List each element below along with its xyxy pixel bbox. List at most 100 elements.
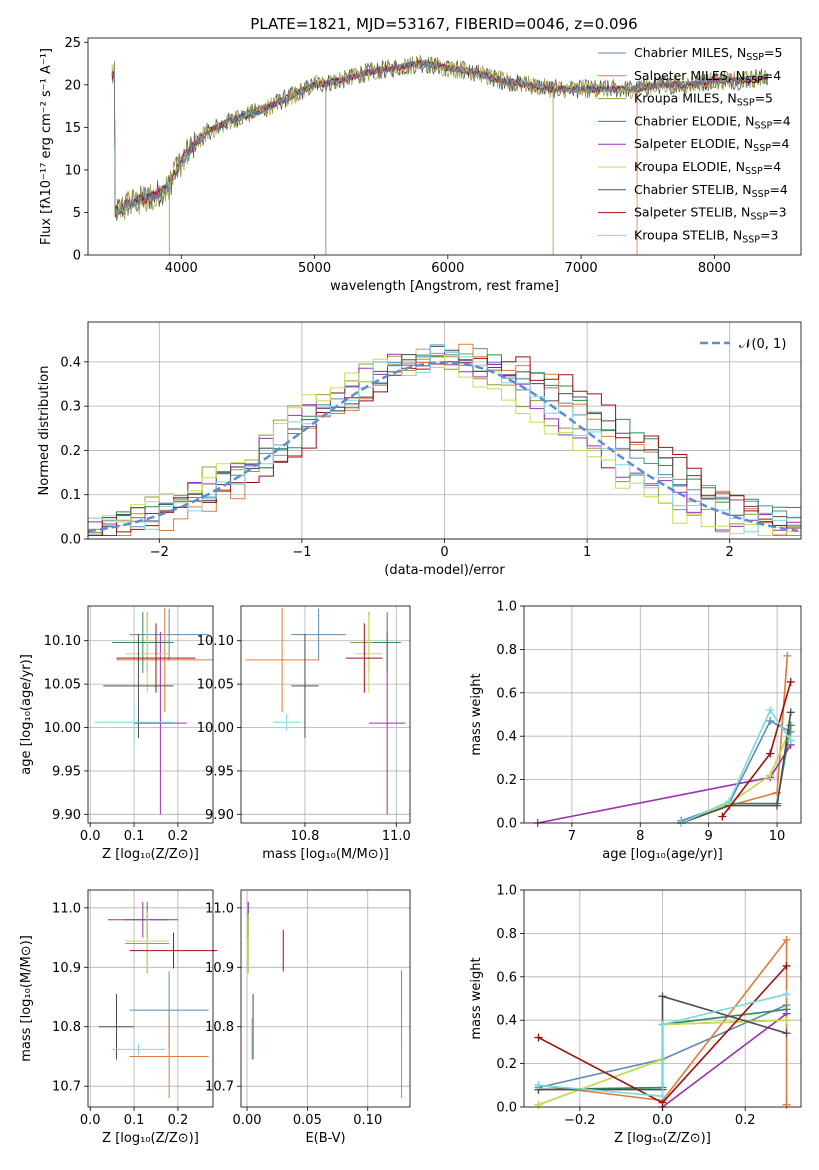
y-tick-label: 9.95 <box>52 764 81 779</box>
x-tick-label: 1 <box>583 545 591 560</box>
x-axis-label: E(B-V) <box>305 1131 345 1146</box>
y-tick-label: 0.2 <box>496 1057 517 1072</box>
weight-marker <box>782 1016 791 1025</box>
weight-marker <box>786 708 795 717</box>
x-tick-label: 0.2 <box>735 1113 756 1128</box>
y-tick-label: 9.90 <box>52 808 81 823</box>
legend-subscript: SSP <box>742 234 760 245</box>
legend-subscript: SSP <box>745 75 763 86</box>
y-tick-label: 0.1 <box>60 488 81 503</box>
plot-area-mass_weight_vs_age <box>533 651 795 827</box>
legend-entry: Chabrier ELODIE, NSSP=4 <box>634 113 791 131</box>
data-point <box>107 901 178 938</box>
data-point <box>98 994 135 1060</box>
y-tick-label: 0.4 <box>496 730 517 745</box>
weight-marker <box>773 801 782 810</box>
y-tick-label: 10.8 <box>205 1020 234 1035</box>
legend-suffix: =4 <box>763 68 781 83</box>
x-tick-label: 7 <box>568 829 576 844</box>
legend-suffix: =5 <box>755 91 773 106</box>
x-tick-label: 7000 <box>565 261 598 276</box>
x-tick-label: 2 <box>726 545 734 560</box>
legend-suffix: =4 <box>771 136 789 151</box>
x-tick-label: 0.0 <box>80 1113 101 1128</box>
x-tick-label: 10.8 <box>290 829 319 844</box>
axes-frame <box>87 605 214 824</box>
x-axis-label: Z [log₁₀(Z/Z⊙)] <box>102 1131 199 1146</box>
panel-mass_weight_vs_Z: −0.2 0.0 0.2 0.0 0.2 0.4 0.6 0.8 1.0 Z [log₁₀(Z/Z… <box>469 884 802 1146</box>
data-point <box>129 1014 209 1099</box>
weight-marker <box>766 749 775 758</box>
panel-age_vs_mass: 10.8 11.0 9.90 9.95 10.00 10.05 10.10 mass [log… <box>197 605 411 862</box>
data-point <box>116 607 213 712</box>
y-tick-label: 10.8 <box>52 1020 81 1035</box>
panel-mass_vs_Z: 0.0 0.1 0.2 10.7 10.8 10.9 11.0 Z [log₁₀(Z/Z⊙)]… <box>19 889 218 1146</box>
figure-title: PLATE=1821, MJD=53167, FIBERID=0046, z=0… <box>250 15 637 33</box>
x-tick-label: 0.0 <box>652 1113 673 1128</box>
x-axis-label: (data-model)/error <box>384 563 505 578</box>
panel-residuals: −2 −1 0 1 2 0.0 0.1 0.2 0.3 0.4 (data-model)/error… <box>37 321 802 578</box>
x-tick-label: 0.05 <box>293 1113 322 1128</box>
weight-marker <box>782 1029 791 1038</box>
weight-marker <box>534 1033 543 1042</box>
data-point <box>291 608 347 661</box>
y-tick-label: 10.10 <box>44 634 81 649</box>
data-point <box>125 614 170 693</box>
legend-suffix: =4 <box>769 182 787 197</box>
spectrum-line <box>111 60 769 215</box>
data-point <box>368 632 406 815</box>
y-tick-label: 0.8 <box>496 927 517 942</box>
y-tick-label: 0.0 <box>60 533 81 548</box>
weight-marker <box>658 1092 667 1101</box>
legend-subscript: SSP <box>746 52 764 63</box>
weight-marker <box>725 797 734 806</box>
y-axis-label: age [log₁₀(age/yr)] <box>19 654 34 775</box>
y-axis-label: Normed distribution <box>37 366 52 496</box>
axes-frame <box>240 889 411 1108</box>
y-tick-label: 10.00 <box>44 721 81 736</box>
x-tick-label: −0.2 <box>564 1113 596 1128</box>
plot-area-mass_vs_EBV <box>247 901 403 1099</box>
weight-marker <box>534 1100 543 1109</box>
gaussian-legend-label: 𝒩(0, 1) <box>739 337 786 352</box>
y-tick-label: 20 <box>64 78 81 93</box>
y-tick-label: 0 <box>73 249 81 264</box>
x-tick-label: 0.2 <box>168 1113 189 1128</box>
x-tick-label: 8000 <box>698 261 731 276</box>
legend-entry: Salpeter MILES, NSSP=4 <box>634 68 781 86</box>
weight-marker <box>766 717 775 726</box>
x-axis-label: age [log₁₀(age/yr)] <box>602 847 723 862</box>
y-tick-label: 10 <box>64 163 81 178</box>
legend-name: Kroupa ELODIE, N <box>634 159 745 174</box>
plot-area-mass_vs_Z <box>98 901 218 1099</box>
axes-frame <box>240 605 411 824</box>
weight-marker <box>786 677 795 686</box>
x-tick-label: 0.1 <box>124 829 145 844</box>
y-tick-label: 10.05 <box>44 678 81 693</box>
x-axis-label: mass [log₁₀(M/M⊙)] <box>262 847 389 862</box>
x-tick-label: 0.0 <box>80 829 101 844</box>
y-tick-label: 10.7 <box>52 1080 81 1095</box>
x-tick-label: 9 <box>705 829 713 844</box>
legend-name: Salpeter MILES, N <box>634 68 745 83</box>
legend-name: Chabrier MILES, N <box>634 45 746 60</box>
legend-suffix: =4 <box>772 113 790 128</box>
weight-marker <box>534 1081 543 1090</box>
data-point <box>291 633 319 738</box>
weight-line <box>681 712 792 824</box>
legend-subscript: SSP <box>754 120 772 131</box>
data-point <box>272 713 301 731</box>
y-tick-label: 11.0 <box>52 901 81 916</box>
y-tick-label: 10.9 <box>205 961 234 976</box>
data-point <box>125 911 170 971</box>
x-axis-label: wavelength [Angstrom, rest frame] <box>330 279 559 294</box>
panel-age_vs_Z: 0.0 0.1 0.2 9.90 9.95 10.00 10.05 10.10 Z [log₁₀… <box>19 605 214 862</box>
data-point <box>346 623 383 693</box>
legend-subscript: SSP <box>753 143 771 154</box>
weight-marker <box>766 706 775 715</box>
y-tick-label: 0.2 <box>496 773 517 788</box>
legend-entry: Salpeter STELIB, NSSP=3 <box>634 205 787 223</box>
legend-name: Salpeter STELIB, N <box>634 205 750 220</box>
weight-marker <box>766 771 775 780</box>
legend-entry: Chabrier MILES, NSSP=5 <box>634 45 782 63</box>
